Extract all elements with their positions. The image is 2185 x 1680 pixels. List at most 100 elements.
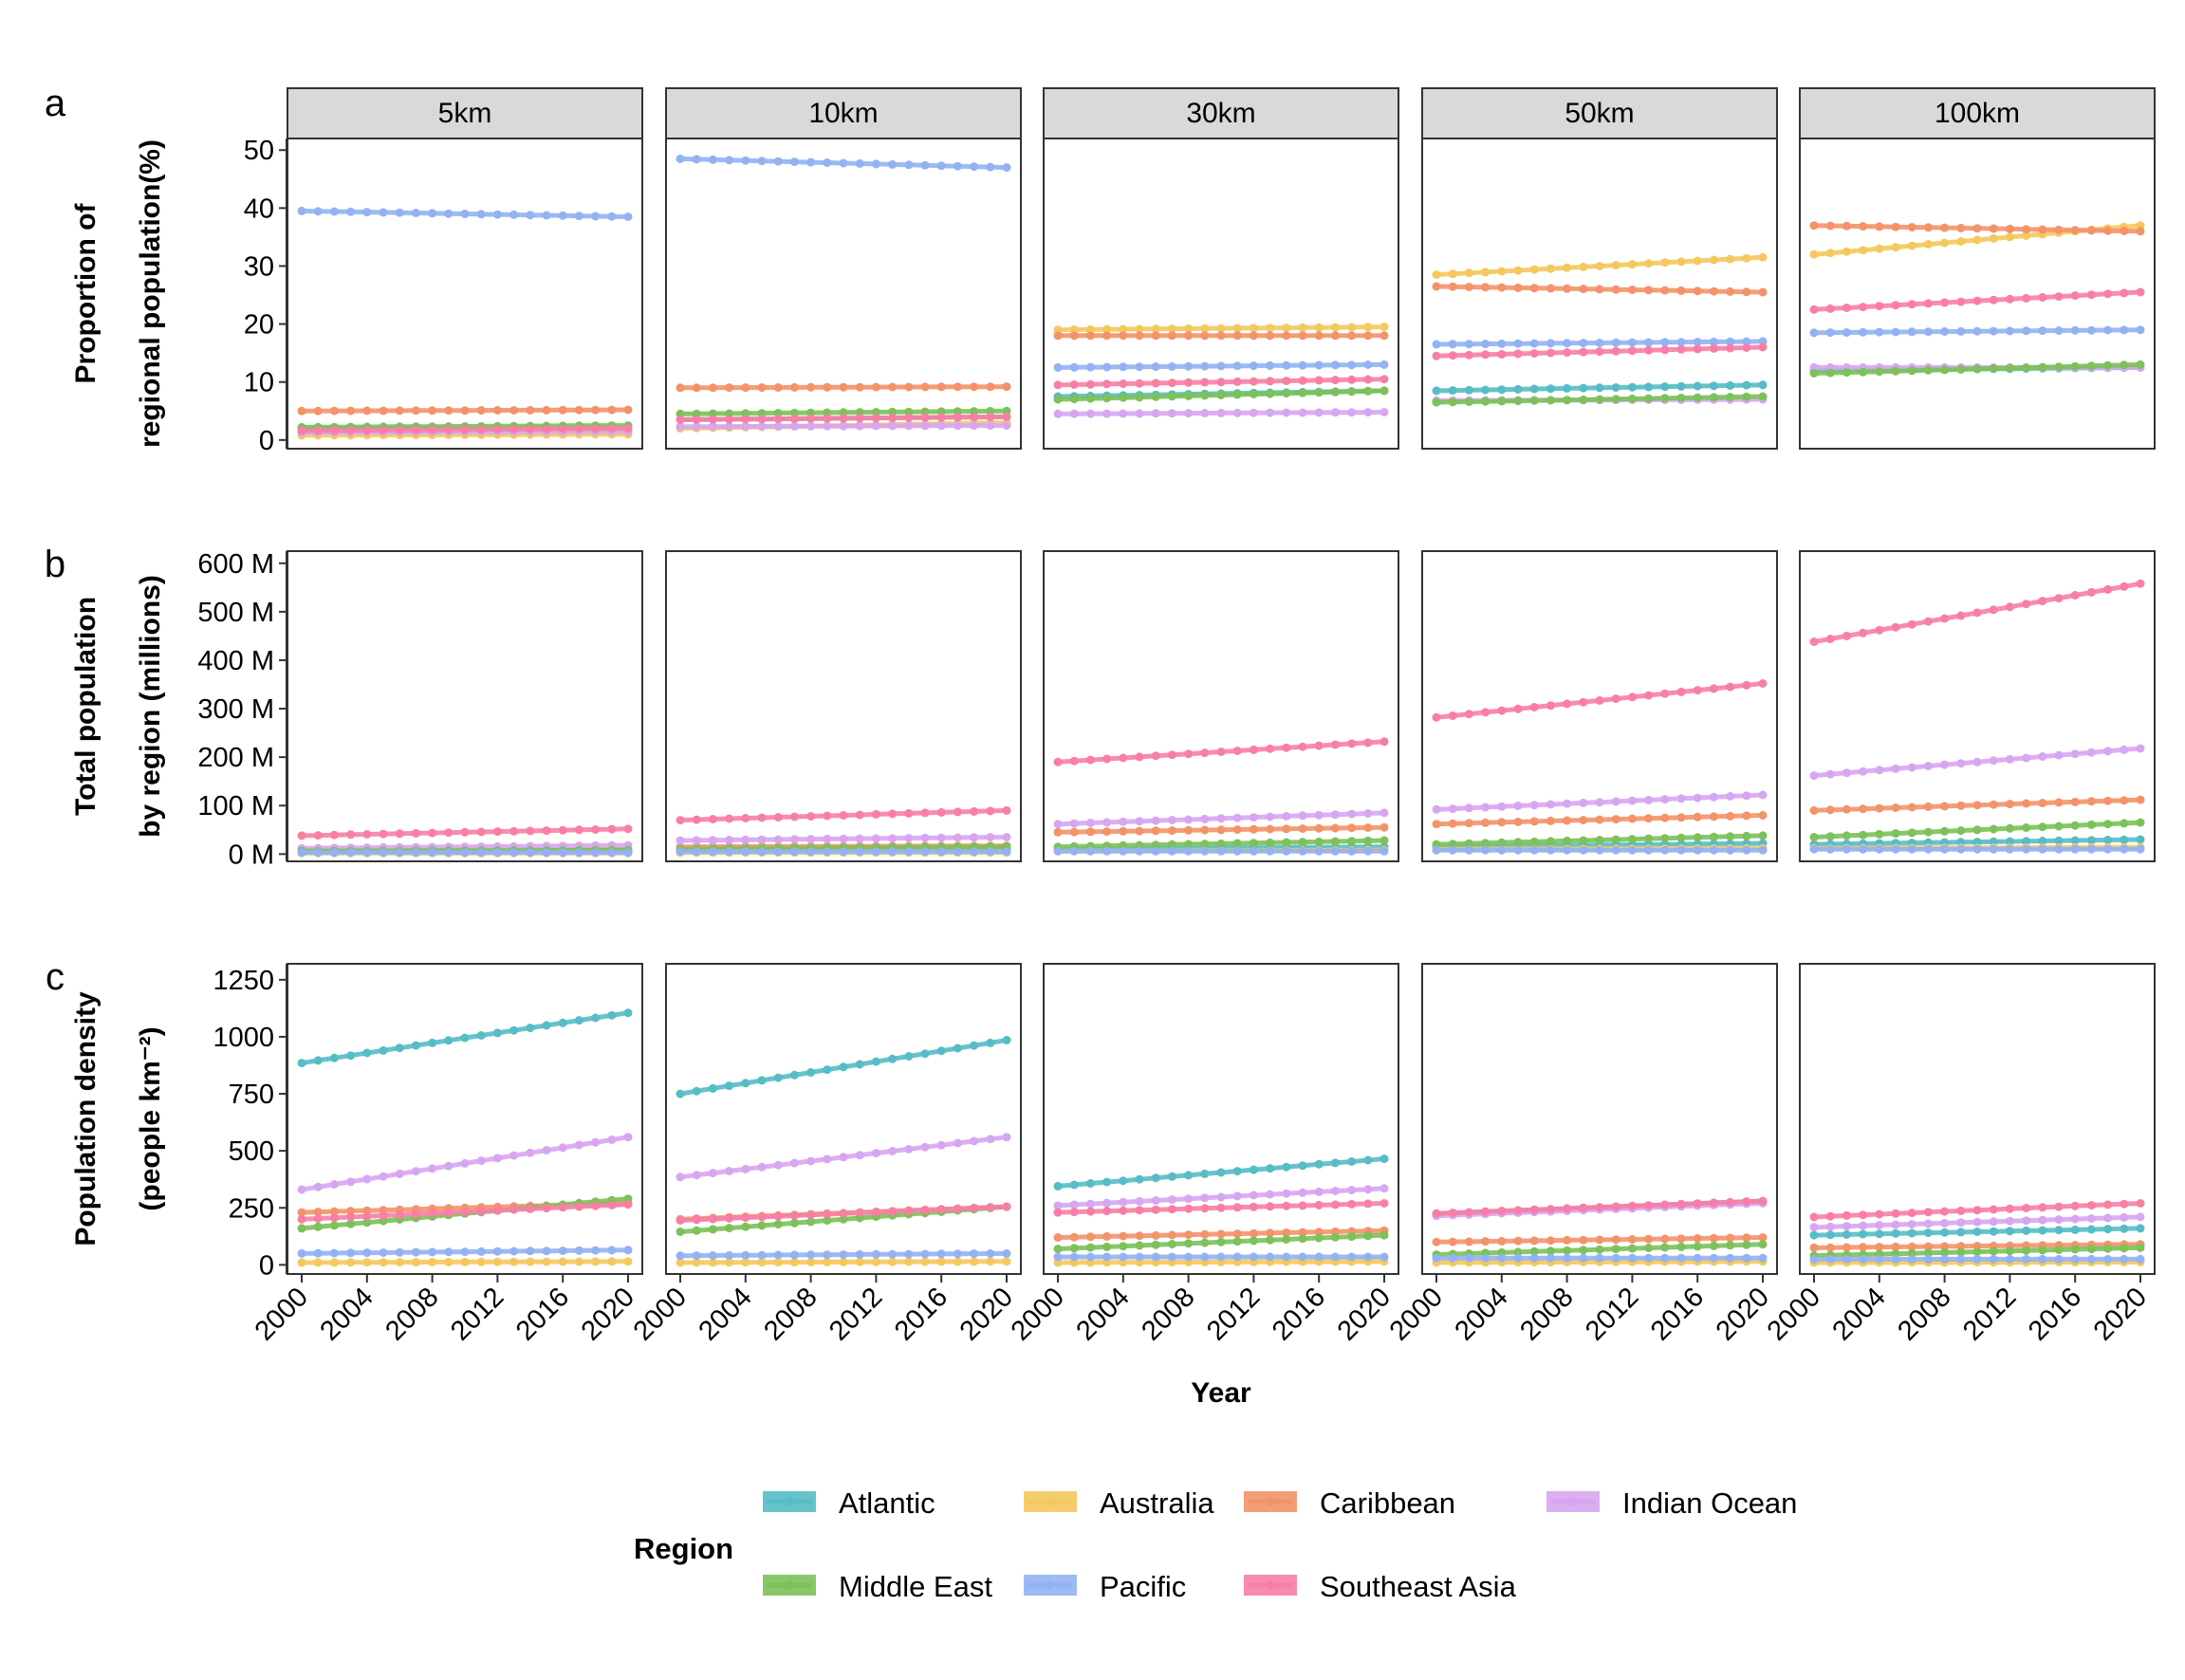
- data-point: [871, 809, 880, 819]
- data-point: [476, 827, 486, 837]
- data-point: [1611, 815, 1620, 824]
- data-point: [411, 1247, 420, 1257]
- x-tick-label: 2004: [1071, 1282, 1136, 1346]
- data-point: [1644, 382, 1654, 392]
- data-point: [1216, 748, 1226, 756]
- facet-label: 30km: [1186, 98, 1255, 129]
- data-point: [362, 1048, 372, 1058]
- data-point: [1053, 1233, 1063, 1242]
- data-point: [1085, 409, 1095, 418]
- data-point: [1200, 1204, 1210, 1213]
- data-point: [509, 1205, 519, 1214]
- data-point: [1875, 367, 1884, 377]
- data-point: [591, 848, 601, 858]
- data-point: [607, 1135, 617, 1144]
- data-point: [970, 847, 979, 857]
- data-point: [1676, 338, 1686, 347]
- data-point: [1069, 1244, 1079, 1253]
- data-point: [1546, 264, 1555, 273]
- data-point: [2005, 1254, 2014, 1264]
- data-point: [1347, 823, 1357, 833]
- data-point: [313, 1182, 323, 1191]
- data-point: [855, 1257, 864, 1266]
- data-point: [509, 1151, 519, 1160]
- data-point: [1184, 1252, 1194, 1262]
- data-point: [1875, 327, 1884, 337]
- facet-strip-box: [665, 87, 1022, 139]
- y-tick-label: 1250: [213, 966, 274, 996]
- series-line: [1432, 845, 1768, 855]
- data-point: [1330, 1187, 1340, 1195]
- data-point: [1891, 844, 1900, 854]
- data-point: [476, 406, 486, 415]
- data-point: [1464, 845, 1473, 855]
- data-point: [1347, 1252, 1357, 1262]
- data-point: [1989, 326, 1998, 336]
- data-point: [936, 1140, 946, 1150]
- series-line: [1053, 360, 1389, 372]
- data-point: [1676, 394, 1686, 402]
- data-point: [1825, 249, 1835, 258]
- data-point: [2005, 1227, 2014, 1236]
- data-point: [920, 1049, 930, 1059]
- data-point: [1660, 338, 1670, 347]
- data-point: [1546, 339, 1555, 348]
- data-point: [888, 407, 898, 416]
- data-point: [1611, 835, 1620, 844]
- data-point: [1330, 1232, 1340, 1242]
- data-point: [2005, 602, 2014, 612]
- data-point: [1923, 365, 1933, 375]
- data-point: [1595, 1253, 1604, 1263]
- data-point: [1875, 1209, 1884, 1219]
- data-point: [1200, 323, 1210, 333]
- data-point: [1726, 792, 1735, 801]
- data-point: [725, 1258, 734, 1267]
- x-tick-label: 2000: [1006, 1282, 1070, 1346]
- data-point: [1151, 751, 1160, 761]
- facet-strip: 5km: [287, 87, 643, 139]
- data-point: [1232, 1252, 1242, 1262]
- data-point: [1611, 1253, 1620, 1263]
- data-point: [1709, 255, 1718, 265]
- series-line: [1809, 287, 2145, 314]
- data-point: [1330, 837, 1340, 846]
- data-point: [1989, 800, 1998, 809]
- data-point: [1069, 362, 1079, 372]
- data-point: [1314, 810, 1324, 820]
- data-point: [708, 836, 717, 845]
- data-point: [1923, 1219, 1933, 1228]
- data-point: [2070, 1201, 2080, 1210]
- panel-border: [287, 963, 643, 1275]
- panel-border: [1421, 963, 1778, 1275]
- data-point: [1595, 347, 1604, 357]
- data-point: [1989, 824, 1998, 834]
- data-point: [1464, 350, 1473, 360]
- data-point: [1266, 331, 1275, 341]
- data-point: [692, 155, 701, 164]
- y-axis-title: (people km⁻²): [135, 1026, 166, 1210]
- data-point: [1053, 362, 1063, 372]
- data-point: [823, 1154, 832, 1164]
- data-point: [1314, 388, 1324, 397]
- data-point: [741, 1250, 750, 1260]
- data-point: [1907, 241, 1917, 250]
- data-point: [1989, 837, 1998, 846]
- data-point: [1151, 840, 1160, 850]
- data-point: [1907, 844, 1917, 854]
- data-point: [1481, 708, 1491, 717]
- data-point: [2086, 1201, 2096, 1210]
- series-line: [1809, 221, 2145, 236]
- data-point: [1102, 754, 1112, 764]
- data-point: [773, 1073, 783, 1082]
- data-point: [1330, 846, 1340, 856]
- data-point: [2103, 1213, 2113, 1223]
- data-point: [2120, 819, 2129, 828]
- data-point: [1448, 804, 1457, 814]
- data-point: [1693, 256, 1702, 266]
- y-tick-label: 500: [229, 1136, 274, 1167]
- data-point: [1464, 1237, 1473, 1246]
- data-point: [953, 161, 962, 171]
- data-point: [1546, 1236, 1555, 1246]
